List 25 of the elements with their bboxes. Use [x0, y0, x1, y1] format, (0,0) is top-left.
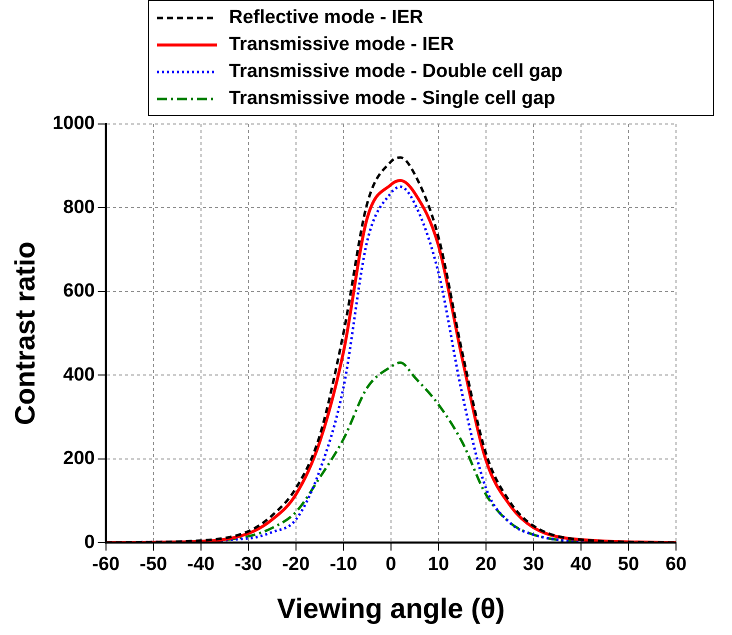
- y-tick-label: 1000: [52, 113, 95, 134]
- y-axis-title: Contrast ratio: [10, 242, 41, 426]
- legend-label: Transmissive mode - IER: [229, 34, 454, 56]
- x-tick-label: 10: [428, 554, 450, 576]
- x-tick-label: -60: [92, 554, 120, 576]
- x-tick-label: 30: [522, 554, 544, 576]
- legend-label: Transmissive mode - Double cell gap: [229, 60, 563, 82]
- x-axis-title: Viewing angle (θ): [277, 592, 505, 624]
- x-tick-label: -50: [140, 554, 168, 576]
- y-tick-label: 800: [63, 196, 95, 218]
- legend-label: Reflective mode - IER: [229, 6, 424, 28]
- y-tick-label: 600: [63, 280, 95, 302]
- x-tick-label: -30: [234, 554, 262, 576]
- legend-label: Transmissive mode - Single cell gap: [229, 88, 556, 110]
- x-tick-label: 0: [386, 554, 396, 576]
- x-tick-label: 50: [618, 554, 640, 576]
- x-tick-label: -20: [282, 554, 310, 576]
- y-tick-label: 400: [63, 364, 95, 386]
- x-tick-label: 40: [570, 554, 592, 576]
- x-tick-label: 20: [475, 554, 497, 576]
- x-tick-label: -40: [187, 554, 215, 576]
- x-tick-label: -10: [330, 554, 358, 576]
- y-tick-label: 200: [63, 448, 95, 470]
- y-tick-label: 0: [84, 532, 95, 553]
- x-tick-label: 60: [665, 554, 687, 576]
